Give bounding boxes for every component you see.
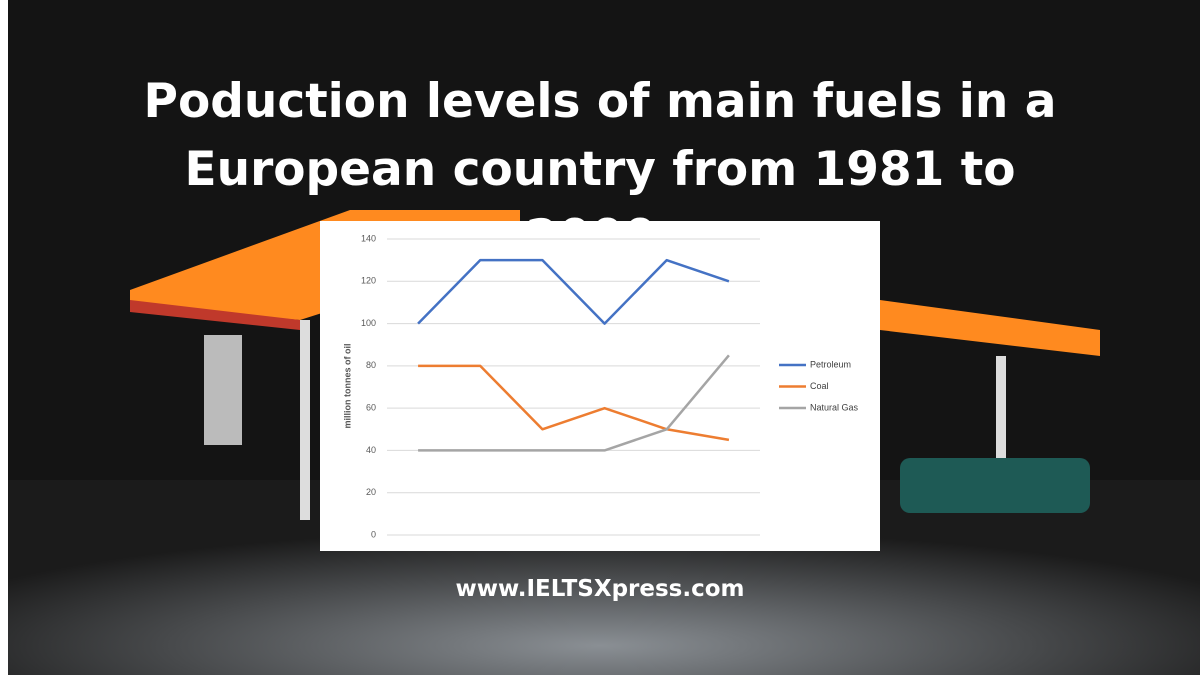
y-tick-label: 20 (366, 487, 376, 497)
page-title: Poduction levels of main fuels in a Euro… (143, 74, 1057, 265)
y-tick-label: 0 (371, 529, 376, 539)
legend-label: Natural Gas (810, 402, 859, 412)
series-line (418, 354, 730, 452)
y-tick-label: 40 (366, 445, 376, 455)
y-tick-label: 120 (361, 276, 376, 286)
series-line (417, 258, 730, 325)
y-tick-label: 60 (366, 403, 376, 413)
chart: million tonnes of oil 0 20 40 60 80 100 120 140… (320, 221, 880, 551)
y-tick-label: 140 (361, 233, 376, 243)
legend-label: Coal (810, 381, 829, 391)
y-axis-label: million tonnes of oil (342, 344, 352, 429)
y-tick-label: 100 (361, 318, 376, 328)
series-line (418, 364, 730, 442)
legend-label: Petroleum (810, 359, 851, 369)
y-tick-label: 80 (366, 360, 376, 370)
website-url: www.IELTSXpress.com (455, 576, 745, 602)
